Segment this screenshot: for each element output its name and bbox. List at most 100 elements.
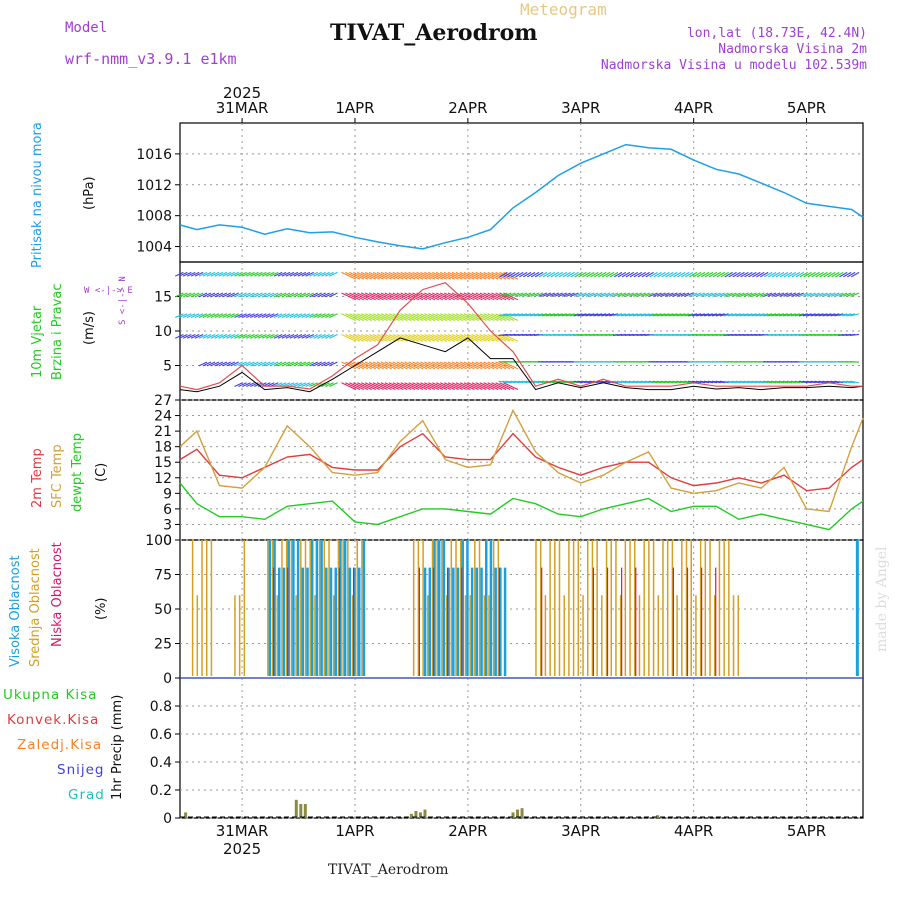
wind-arrow	[420, 292, 436, 301]
wind-arrow	[265, 333, 275, 339]
wind-arrow	[463, 271, 479, 280]
precip-bar	[184, 812, 188, 818]
wind-arrow	[767, 380, 777, 384]
wind-arrow	[178, 333, 188, 339]
wind-arrow	[499, 271, 515, 280]
wind-arrow	[289, 361, 299, 367]
wind-arrow	[432, 382, 448, 391]
wind-arrow	[640, 380, 650, 384]
wind-arrow	[227, 383, 235, 387]
wind-arrow	[692, 313, 702, 317]
time-tick-bottom: 5APR	[787, 822, 826, 840]
wind-arrow	[285, 271, 295, 277]
wind-arrow	[289, 292, 299, 298]
wind-arrow	[349, 292, 365, 301]
wind-arrow	[506, 380, 516, 384]
wind-arrow	[353, 313, 369, 322]
wind-arrow	[755, 313, 765, 317]
wind-arrow	[574, 271, 583, 278]
wind-arrow	[723, 313, 733, 317]
wind-arrow	[514, 380, 524, 384]
wind-arrow	[791, 292, 800, 297]
time-tick-top: 4APR	[674, 99, 713, 117]
wind-arrow	[392, 361, 408, 370]
wind-arrow	[250, 313, 259, 319]
wind-arrow	[305, 292, 315, 298]
wind-arrow	[768, 271, 777, 278]
wind-arrow	[562, 271, 571, 278]
wind-arrow	[819, 271, 828, 278]
wind-arrow	[424, 382, 440, 391]
wind-arrow	[786, 380, 796, 384]
wind-arrow	[830, 292, 840, 297]
wind-arrow	[787, 292, 797, 297]
wind-arrow	[613, 313, 623, 317]
wind-arrow	[703, 380, 713, 384]
wind-arrow	[716, 292, 725, 297]
wind-arrow	[506, 313, 516, 317]
wind-arrow	[491, 313, 507, 322]
wind-arrow	[447, 382, 463, 391]
ytick-label: 24	[154, 409, 172, 425]
wind-arrow	[557, 313, 567, 317]
wind-arrow	[515, 271, 524, 278]
ytick-label: 12	[154, 471, 172, 487]
ytick-label: 0.2	[150, 783, 172, 799]
wind-arrow	[818, 313, 828, 317]
wind-arrow	[491, 361, 507, 370]
wind-arrow	[661, 271, 670, 278]
wind-arrow	[455, 271, 471, 280]
wind-arrow	[309, 361, 318, 367]
wind-arrow	[838, 313, 848, 317]
wind-arrow	[443, 333, 459, 342]
wind-arrow	[432, 271, 448, 280]
wind-arrow	[301, 271, 311, 277]
wind-arrow	[739, 380, 749, 384]
wind-arrow	[273, 271, 283, 277]
wind-arrow	[668, 380, 678, 384]
precip-legend-convective: Konvek.Kisa	[7, 712, 100, 728]
time-tick-top: 31MAR	[216, 99, 269, 117]
model-elevation-label: Nadmorska Visina u modelu 102.539m	[600, 58, 867, 73]
ytick-label: 1008	[136, 209, 172, 225]
wind-arrow	[281, 333, 291, 339]
wind-arrow	[357, 271, 372, 280]
wind-arrow	[483, 361, 499, 370]
wind-arrow	[281, 313, 291, 319]
wind-arrow	[660, 313, 670, 317]
wind-arrow	[471, 333, 487, 342]
wind-arrow	[463, 333, 479, 342]
wind-arrow	[376, 382, 392, 391]
wind-arrow	[210, 292, 220, 298]
wind-arrow	[779, 292, 789, 297]
wind-arrow	[677, 271, 686, 278]
wind-arrow	[459, 382, 475, 391]
wind-arrow	[238, 382, 247, 388]
wind-arrow	[707, 380, 717, 384]
wind-arrow	[257, 361, 267, 367]
wind-arrow	[265, 292, 275, 298]
wind-arrow	[680, 380, 690, 384]
wind-arrow	[297, 313, 307, 319]
wind-arrow	[573, 292, 583, 297]
ytick-label: 75	[154, 568, 172, 584]
wind-arrow	[778, 380, 789, 384]
wind-arrow	[439, 382, 455, 391]
wind-arrow	[471, 361, 487, 370]
wind-arrow	[388, 361, 404, 370]
wind-arrow	[174, 271, 184, 277]
wind-arrow	[297, 333, 307, 339]
wind-arrow	[447, 333, 463, 342]
wind-arrow	[357, 333, 372, 342]
wind-arrow	[222, 271, 232, 277]
wind-arrow	[254, 333, 263, 339]
wind-arrow	[815, 271, 824, 278]
wind-arrow	[838, 380, 848, 384]
wind-arrow	[802, 380, 812, 384]
wind-arrow	[581, 380, 591, 384]
wind-arrow	[455, 361, 471, 370]
wind-arrow	[673, 271, 682, 278]
pressure-line	[179, 143, 864, 250]
wind-arrow	[396, 382, 412, 391]
wind-arrow	[360, 361, 376, 370]
